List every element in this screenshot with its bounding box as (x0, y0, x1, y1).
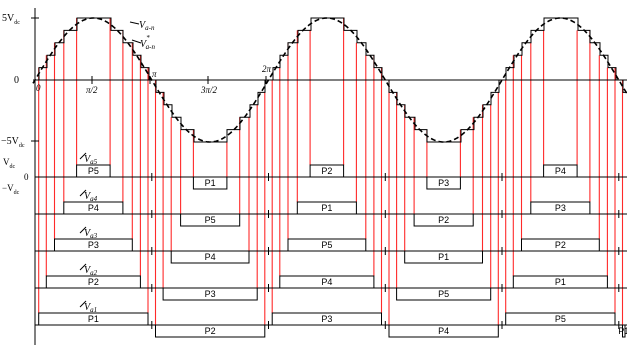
pulse-label: P4 (88, 203, 99, 213)
pulse-label: P1 (205, 178, 216, 188)
x-tick-0: 0 (36, 83, 41, 93)
pulse-label: P1 (438, 252, 449, 262)
pulse-label: P4 (438, 326, 449, 336)
x-tick-pi-half: π/2 (86, 85, 98, 95)
pulse-box (45, 275, 141, 289)
pulse-box (543, 164, 578, 178)
row-label-arrow (79, 300, 87, 308)
y-tick-5vdc: 5Vdc (2, 13, 20, 26)
level-labels: Vdc 0 −Vdc (2, 157, 29, 196)
x-tick-3pi-half: 3π/2 (200, 85, 218, 95)
pulse-label: P1 (555, 277, 566, 287)
switching-angle-lines (38, 18, 624, 325)
level-vdc: Vdc (3, 157, 16, 170)
x-tick-labels: 0 π/2 π 3π/2 2π (36, 64, 272, 95)
row-label: Va3 (84, 228, 98, 240)
row-label: Va5 (84, 154, 98, 166)
pulse-box (396, 287, 492, 301)
row-label-arrow (79, 152, 87, 160)
row-label-arrow (79, 226, 87, 234)
pulse-label: P4 (321, 277, 332, 287)
pulse-label: P3 (88, 240, 99, 250)
pulse-label: P5 (438, 289, 449, 299)
pulse-box (505, 312, 616, 326)
pulse-box (170, 250, 250, 264)
pulse-box (404, 250, 484, 264)
pulse-label: P4 (205, 252, 216, 262)
pulse-label: P3 (205, 289, 216, 299)
row-label: Va1 (84, 302, 97, 314)
pulse-box (155, 324, 266, 338)
row-label: Va4 (84, 191, 98, 203)
curve-labels: Va-n V* a-n (129, 20, 155, 51)
pulse-box (521, 238, 600, 252)
row-label-arrow (79, 263, 87, 271)
y-tick-minus-5vdc: −5Vdc (1, 136, 25, 149)
pulse-box (426, 176, 461, 190)
pulse-label: P1 (321, 203, 332, 213)
x-tick-pi: π (152, 69, 157, 79)
pulse-box (296, 201, 357, 215)
pulse-box (63, 201, 124, 215)
pulse-label: P3 (438, 178, 449, 188)
reference-voltage-label: Va-n (139, 20, 155, 32)
pulse-label: P5 (205, 215, 216, 225)
y-tick-zero: 0 (14, 75, 19, 86)
x-tick-2pi: 2π (262, 64, 272, 74)
pulse-box (287, 238, 367, 252)
pulse-label: P5 (88, 166, 99, 176)
row-label-arrow (79, 189, 87, 197)
pulse-box (512, 275, 608, 289)
pulse-box (271, 312, 383, 326)
pulse-box (180, 213, 241, 227)
pulse-label: P1 (88, 314, 99, 324)
pulse-box (413, 213, 474, 227)
y-tick-labels: 5Vdc 0 −5Vdc (1, 13, 25, 149)
row-label: Va2 (84, 265, 98, 277)
pulse-label: P5 (555, 314, 566, 324)
pulse-rows: Va5P5P1P2P3P4Va4P4P5P1P2P3Va3P3P4P5P1P2V… (34, 152, 627, 338)
pulse-box (388, 324, 499, 338)
pulse-label: P2 (321, 166, 332, 176)
pulse-box (192, 176, 228, 190)
staircase-output-waveform (33, 17, 627, 143)
level-zero: 0 (24, 172, 29, 182)
pulse-label: P3 (321, 314, 332, 324)
pulse-box (309, 164, 345, 178)
pulse-box (76, 164, 111, 178)
pulse-label: P2 (205, 326, 216, 336)
pulse-box (622, 324, 626, 338)
pulse-box (162, 287, 258, 301)
pulse-box (38, 312, 149, 326)
pulse-box (530, 201, 591, 215)
pulse-box (54, 238, 133, 252)
level-neg-vdc: −Vdc (2, 183, 20, 196)
pulse-label: P3 (555, 203, 566, 213)
pulse-label: P5 (321, 240, 332, 250)
pulse-label: P2 (438, 215, 449, 225)
pulse-box (279, 275, 375, 289)
pulse-label: P4 (555, 166, 566, 176)
pulse-label: P2 (88, 277, 99, 287)
output-voltage-label: V* a-n (140, 34, 155, 51)
pulse-label: P1 (618, 326, 627, 336)
pulse-label: P2 (555, 240, 566, 250)
